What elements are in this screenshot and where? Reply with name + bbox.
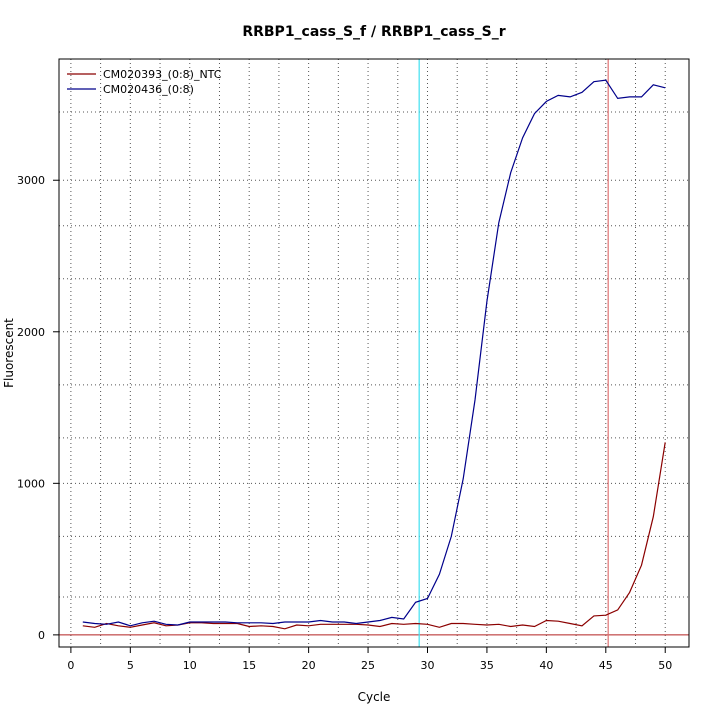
x-tick-label: 20: [302, 659, 316, 672]
chart-title: RRBP1_cass_S_f / RRBP1_cass_S_r: [242, 24, 505, 40]
x-axis: 0 5 10 15 20 25 30 35 40 45 50: [67, 647, 672, 672]
plot-frame: [58, 58, 690, 648]
y-tick-label: 3000: [17, 174, 45, 187]
legend-label: CM020436_(0:8): [103, 83, 194, 96]
series-line: [82, 442, 666, 630]
series-layer: [82, 79, 666, 630]
y-axis: 0 1000 2000 3000: [17, 174, 59, 642]
y-axis-label: Fluorescent: [2, 318, 16, 388]
y-tick-label: 1000: [17, 477, 45, 490]
series-line: [82, 79, 666, 627]
legend: CM020393_(0:8)_NTC CM020436_(0:8): [67, 68, 222, 96]
x-axis-label: Cycle: [358, 690, 391, 704]
x-tick-label: 5: [127, 659, 134, 672]
legend-label: CM020393_(0:8)_NTC: [103, 68, 222, 81]
grid-layer: [59, 59, 689, 647]
x-tick-label: 30: [420, 659, 434, 672]
y-tick-label: 2000: [17, 326, 45, 339]
x-tick-label: 15: [242, 659, 256, 672]
x-tick-label: 25: [361, 659, 375, 672]
marker-lines: [59, 59, 689, 647]
x-tick-label: 35: [480, 659, 494, 672]
y-tick-label: 0: [38, 629, 45, 642]
x-tick-label: 10: [183, 659, 197, 672]
x-tick-label: 45: [599, 659, 613, 672]
x-tick-label: 40: [539, 659, 553, 672]
x-tick-label: 50: [658, 659, 672, 672]
x-tick-label: 0: [67, 659, 74, 672]
